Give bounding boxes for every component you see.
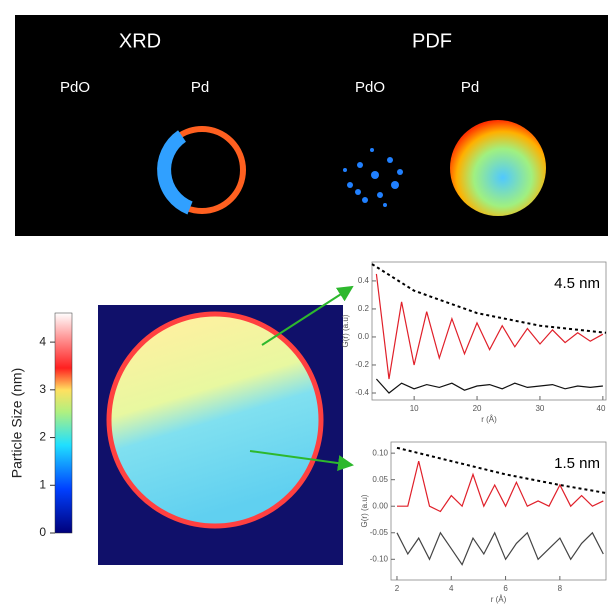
data-line [396,531,604,566]
pdf-pdo-speckle [343,148,403,207]
colorbar [54,312,73,534]
y-tick-label: -0.05 [370,528,389,537]
data-line [375,378,603,394]
phase-label: Pd [191,79,209,96]
size-annotation: 1.5 nm [554,455,600,472]
x-tick-label: 2 [395,584,400,593]
y-tick-label: -0.2 [355,360,369,369]
plot-frame [371,261,607,401]
data-line [375,273,604,380]
colorbar-label: Particle Size (nm) [9,368,25,478]
xrd-pd-blue [157,130,193,215]
y-axis-label: G(r) (a.u) [360,494,369,527]
y-tick-label: 0.10 [372,448,388,457]
x-tick-label: 30 [535,404,544,413]
y-tick-label: -0.10 [370,554,389,563]
y-tick-label: 0.4 [358,276,370,285]
x-tick-label: 6 [503,584,508,593]
size-map [106,311,324,529]
x-tick-label: 8 [558,584,563,593]
data-line [371,263,607,334]
colorbar-tick-label: 1 [39,477,46,491]
data-line [397,460,604,513]
phase-label: Pd [461,79,479,96]
arrow [261,285,354,346]
y-tick-label: -0.4 [355,388,369,397]
colorbar-tick-label: 4 [39,334,46,348]
colorbar-tick-label: 0 [39,525,46,539]
phase-label: PdO [355,79,385,96]
pdf-pd-disk [450,120,546,216]
x-axis-label: r (Å) [491,595,507,604]
x-tick-label: 4 [449,584,454,593]
colorbar-tick-label: 2 [39,430,46,444]
method-label: XRD [119,30,161,52]
colorbar-tick-label: 3 [39,382,46,396]
method-label: PDF [412,30,452,52]
size-annotation: 4.5 nm [554,275,600,292]
x-tick-label: 20 [473,404,482,413]
y-tick-label: 0.05 [372,475,388,484]
x-tick-label: 10 [410,404,419,413]
y-tick-label: 0.00 [372,501,388,510]
x-tick-label: 40 [597,404,606,413]
x-axis-label: r (Å) [481,415,497,424]
arrow [249,450,354,472]
phase-label: PdO [60,79,90,96]
y-tick-label: 0.0 [358,332,370,341]
y-axis-label: G(r) (a.u) [341,314,350,347]
data-line [396,446,607,494]
y-tick-label: 0.2 [358,304,370,313]
